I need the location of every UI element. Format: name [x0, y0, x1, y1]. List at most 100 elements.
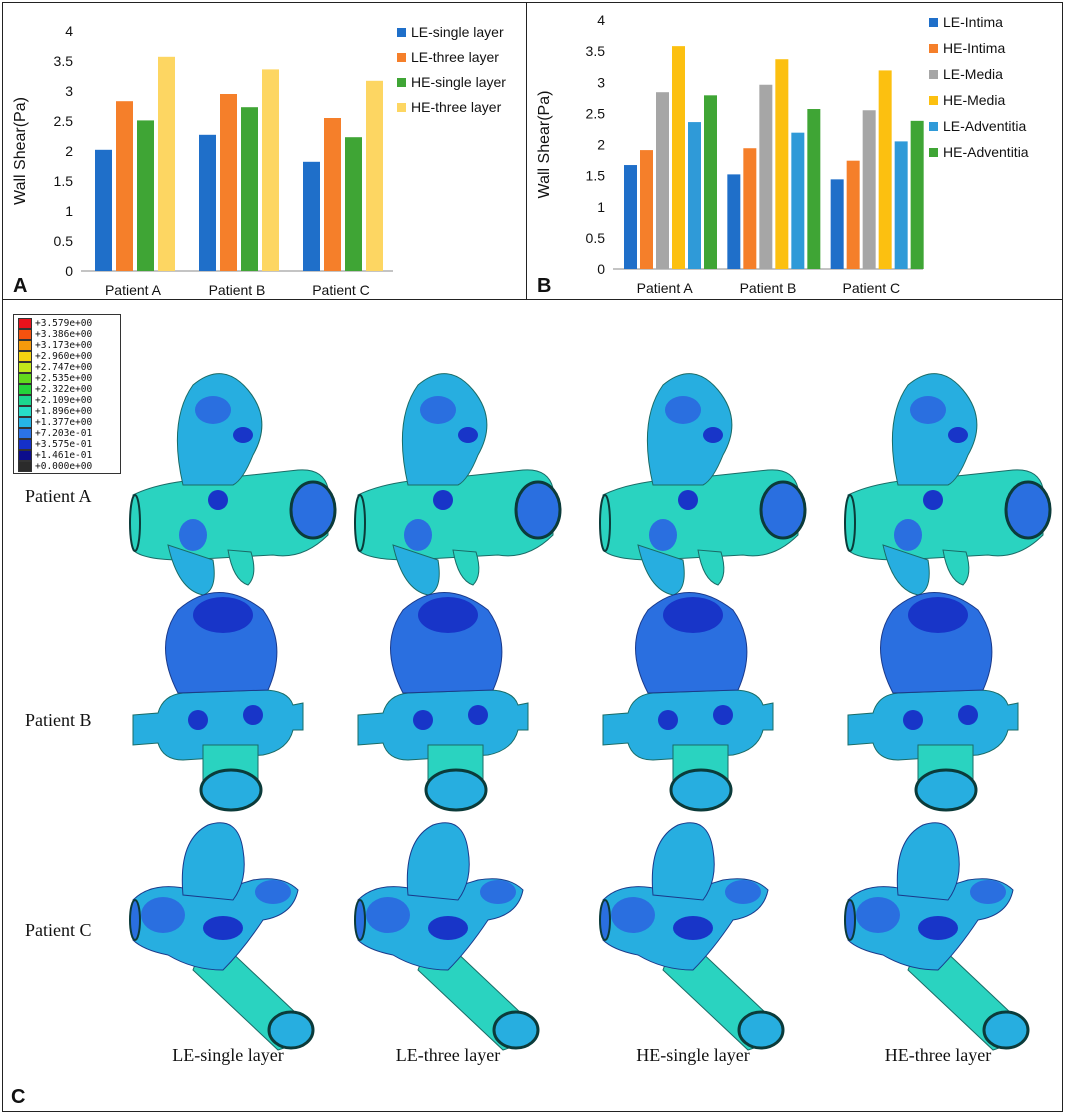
bar: [791, 132, 805, 269]
aneurysm-sac: [406, 822, 470, 901]
colorbar-label: +3.386e+00: [35, 329, 93, 340]
contour-patch: [141, 897, 185, 933]
contour-patch: [193, 597, 253, 633]
legend-label: HE-Media: [943, 92, 1005, 108]
legend-swatch: [929, 44, 938, 53]
contour-patch: [665, 396, 701, 424]
colorbar-label: +2.109e+00: [35, 395, 93, 406]
colorbar-label: +7.203e-01: [35, 428, 93, 439]
aneurysm-sac: [891, 373, 978, 486]
y-tick-label: 0.5: [54, 233, 74, 249]
bar: [199, 134, 216, 271]
legend-swatch: [397, 103, 406, 112]
y-tick-label: 1: [65, 203, 73, 219]
column-label-le-three: LE-three layer: [395, 1045, 501, 1065]
bar: [262, 69, 279, 272]
y-axis-label: Wall Shear(Pa): [536, 91, 553, 199]
bar: [640, 150, 653, 269]
vessel-opening: [492, 1010, 540, 1050]
contour-patch: [903, 710, 923, 730]
row-label-patient-b: Patient B: [25, 710, 92, 730]
contour-patch: [233, 427, 253, 443]
contour-patch: [243, 705, 263, 725]
bar: [807, 109, 821, 269]
legend-swatch: [929, 122, 938, 131]
legend-label: HE-single layer: [411, 74, 506, 90]
bar: [303, 161, 320, 271]
column-label-he-single: HE-single layer: [636, 1045, 750, 1065]
contour-patch: [678, 490, 698, 510]
row-label-patient-c: Patient C: [25, 920, 92, 940]
bar: [846, 160, 860, 269]
panel-a: 0 0.5 1 1.5 2 2.5 3 3.5 4 Wall Shear(Pa) Patient A…: [2, 2, 527, 300]
colorbar-label: +3.579e+00: [35, 318, 93, 329]
x-tick-label: Patient B: [209, 282, 266, 298]
legend-label: LE-Intima: [943, 14, 1003, 30]
bar: [158, 56, 175, 271]
vessel-body: [357, 689, 529, 761]
y-tick-label: 0.5: [586, 230, 606, 246]
y-tick-label: 3: [597, 74, 605, 90]
legend-swatch: [929, 148, 938, 157]
contour-patch: [958, 705, 978, 725]
contour-patch: [713, 705, 733, 725]
legend-swatch: [929, 96, 938, 105]
contour-patch: [948, 427, 968, 443]
bar: [656, 92, 669, 270]
contour-patch: [649, 519, 677, 551]
contour-colorbar: +3.579e+00 +3.386e+00 +3.173e+00 +2.960e+00…: [13, 314, 121, 474]
contour-patch: [923, 490, 943, 510]
contour-patch: [418, 597, 478, 633]
colorbar-swatch: [18, 461, 32, 472]
legend-label: HE-Intima: [943, 40, 1005, 56]
legend-label: LE-Media: [943, 66, 1003, 82]
column-label-he-three: HE-three layer: [884, 1045, 992, 1065]
bar: [345, 137, 362, 271]
colorbar-label: +3.575e-01: [35, 439, 93, 450]
colorbar-entry: +1.461e-01: [18, 450, 92, 461]
contour-model-patient-a-le-three: [354, 373, 562, 596]
x-tick-label: Patient A: [105, 282, 162, 298]
vessel-branch: [452, 549, 480, 586]
vessel-opening: [669, 768, 733, 812]
colorbar-entry: +2.960e+00: [18, 351, 92, 362]
colorbar-swatch: [18, 351, 32, 362]
y-tick-label: 4: [65, 23, 73, 39]
contour-patch: [611, 897, 655, 933]
contour-patch: [894, 519, 922, 551]
contour-patch: [433, 490, 453, 510]
vessel-opening: [424, 768, 488, 812]
colorbar-label: +0.000e+00: [35, 461, 93, 472]
contour-patch: [255, 880, 291, 904]
vessel-opening: [129, 494, 141, 552]
aneurysm-sac: [181, 822, 245, 901]
vessel-branch: [942, 549, 970, 586]
contour-patch: [188, 710, 208, 730]
colorbar-swatch: [18, 340, 32, 351]
vessel-opening: [599, 899, 611, 941]
bar: [624, 165, 637, 269]
y-tick-label: 2.5: [54, 113, 74, 129]
colorbar-entry: +3.386e+00: [18, 329, 92, 340]
colorbar-entry: +3.173e+00: [18, 340, 92, 351]
colorbar-entry: +0.000e+00: [18, 461, 92, 472]
bar: [830, 179, 844, 269]
colorbar-label: +2.960e+00: [35, 351, 93, 362]
contour-patch: [413, 710, 433, 730]
vessel-opening: [354, 899, 366, 941]
x-tick-label: Patient C: [843, 280, 901, 296]
contour-patch: [910, 396, 946, 424]
contour-model-patient-a-he-single: [599, 373, 807, 596]
vessel-opening: [737, 1010, 785, 1050]
contour-patch: [203, 916, 243, 940]
bar: [759, 84, 773, 270]
contour-patch: [428, 916, 468, 940]
colorbar-entry: +2.535e+00: [18, 373, 92, 384]
vessel-opening: [199, 768, 263, 812]
contour-patch: [918, 916, 958, 940]
bar: [241, 107, 258, 271]
bar: [220, 94, 237, 271]
colorbar-entry: +3.575e-01: [18, 439, 92, 450]
colorbar-entry: +2.322e+00: [18, 384, 92, 395]
contour-patch: [366, 897, 410, 933]
